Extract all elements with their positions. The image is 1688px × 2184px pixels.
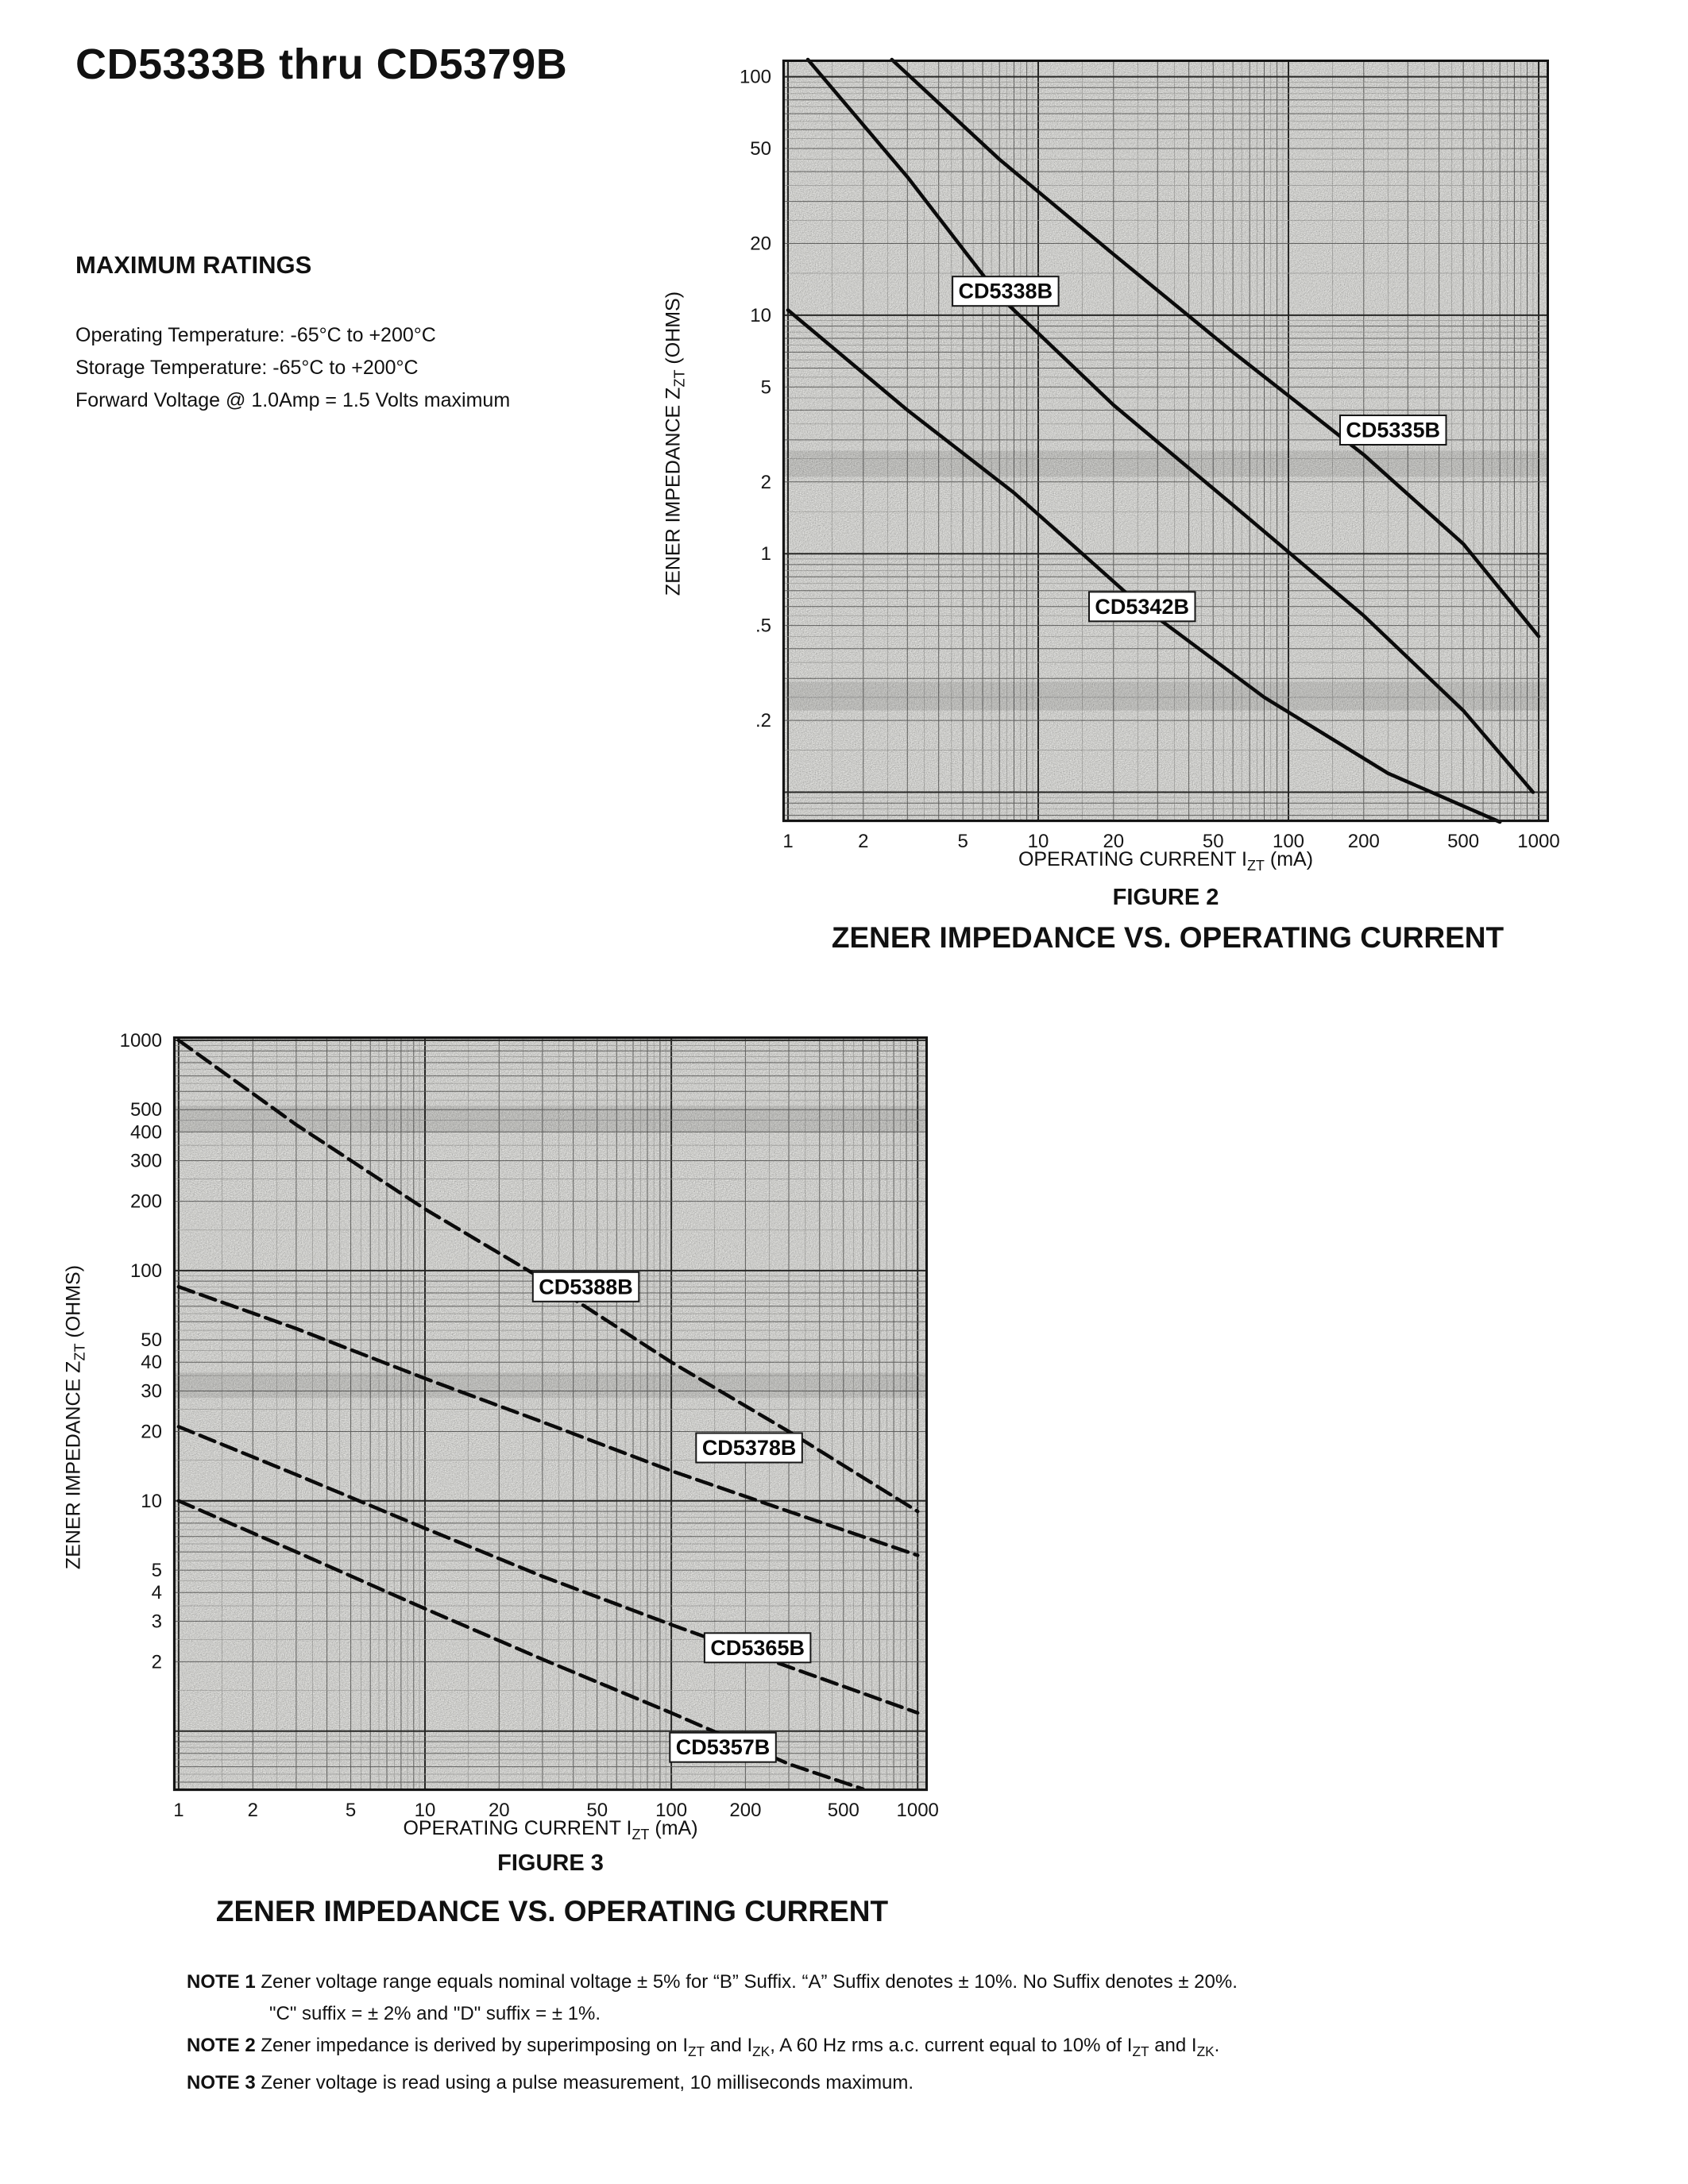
x-tick-label: 5	[958, 831, 968, 852]
curve-label-CD5388B: CD5388B	[531, 1271, 640, 1302]
x-tick-label: 20	[489, 1800, 510, 1821]
y-tick-label: 200	[130, 1191, 162, 1213]
figure2-title: ZENER IMPEDANCE VS. OPERATING CURRENT	[831, 921, 1505, 954]
operating-temperature-rating: Operating Temperature: -65°C to +200°C	[75, 324, 436, 346]
note-1-text: Zener voltage range equals nominal volta…	[261, 1971, 1238, 1993]
svg-text:CD5357B: CD5357B	[676, 1735, 771, 1759]
figure2-x-axis-label: OPERATING CURRENT IZT (mA)	[1018, 848, 1314, 874]
y-tick-label: 5	[761, 376, 771, 398]
y-tick-label: 500	[130, 1099, 162, 1121]
chart-svg-fig2: CD5338B CD5335B CD5342B 1 2 5 10 20 50 100 200 500 1…	[740, 57, 1560, 852]
y-tick-label: 4	[152, 1582, 162, 1603]
y-tick-label: .2	[755, 710, 771, 731]
x-tick-label: 10	[1028, 831, 1049, 852]
figure3-title: ZENER IMPEDANCE VS. OPERATING CURRENT	[215, 1895, 889, 1927]
curve-label-CD5335B: CD5335B	[1339, 415, 1447, 446]
y-tick-label: 1	[761, 543, 771, 565]
curve-CD5335B	[890, 57, 1541, 639]
page-title: CD5333B thru CD5379B	[75, 41, 568, 88]
x-tick-label: 100	[1273, 831, 1304, 852]
y-tick-label: 10	[141, 1491, 162, 1512]
figure3-caption: FIGURE 3	[497, 1850, 604, 1876]
figure2-caption: FIGURE 2	[1112, 885, 1219, 910]
x-tick-label: 200	[1348, 831, 1380, 852]
x-tick-label: 200	[729, 1800, 761, 1821]
curve-label-CD5365B: CD5365B	[703, 1632, 812, 1664]
note-2-label: NOTE 2	[187, 2035, 256, 2056]
figure3-y-axis-label: ZENER IMPEDANCE ZZT (OHMS)	[62, 1264, 88, 1570]
figure3-plot: CD5388B CD5378B CD5365B CD5357B 1 2 5 10 20 50 100…	[120, 1030, 939, 1821]
x-tick-label: 20	[1103, 831, 1124, 852]
curve-CD5338B	[805, 57, 1535, 794]
curve-label-CD5357B: CD5357B	[669, 1731, 777, 1763]
y-tick-label: 30	[141, 1381, 162, 1403]
figure2-y-axis-label: ZENER IMPEDANCE ZZT (OHMS)	[662, 291, 688, 596]
svg-text:CD5365B: CD5365B	[710, 1636, 805, 1660]
curve-label-CD5342B: CD5342B	[1088, 591, 1196, 623]
y-tick-label: 40	[141, 1352, 162, 1373]
y-tick-label: 300	[130, 1151, 162, 1172]
forward-voltage-rating: Forward Voltage @ 1.0Amp = 1.5 Volts max…	[75, 389, 511, 411]
note-2: NOTE 2 Zener impedance is derived by sup…	[187, 2032, 1577, 2066]
x-tick-label: 1000	[1517, 831, 1559, 852]
x-tick-label: 2	[858, 831, 868, 852]
x-tick-label: 100	[655, 1800, 687, 1821]
note-3-label: NOTE 3	[187, 2071, 256, 2093]
svg-text:CD5342B: CD5342B	[1095, 595, 1189, 619]
y-tick-label: 50	[141, 1329, 162, 1351]
y-tick-label: 10	[750, 305, 771, 326]
y-tick-label: 100	[740, 67, 771, 88]
y-tick-label: 20	[141, 1422, 162, 1443]
note-1: NOTE 1 Zener voltage range equals nomina…	[187, 1968, 1577, 1997]
y-tick-label: 50	[750, 138, 771, 160]
curve-CD5388B	[176, 1038, 920, 1514]
note-2-text: Zener impedance is derived by superimpos…	[261, 2035, 1220, 2059]
curve-label-CD5338B: CD5338B	[952, 276, 1060, 307]
svg-text:CD5338B: CD5338B	[959, 280, 1053, 303]
x-tick-label: 2	[248, 1800, 258, 1821]
note-1-label: NOTE 1	[187, 1971, 256, 1993]
svg-text:CD5388B: CD5388B	[539, 1275, 633, 1298]
figure3-x-axis-label: OPERATING CURRENT IZT (mA)	[403, 1817, 698, 1843]
curve-CD5365B	[176, 1425, 920, 1715]
y-tick-label: 3	[152, 1611, 162, 1632]
x-tick-label: 50	[1203, 831, 1224, 852]
chart-svg-fig3: CD5388B CD5378B CD5365B CD5357B 1 2 5 10 20 50 100…	[120, 1030, 939, 1821]
maximum-ratings-list: Operating Temperature: -65°C to +200°C S…	[75, 319, 510, 417]
x-tick-label: 5	[346, 1800, 356, 1821]
curve-CD5357B	[176, 1499, 865, 1791]
note-1-continued-text: "C" suffix = ± 2% and "D" suffix = ± 1%.	[269, 2003, 601, 2024]
figure2-plot: CD5338B CD5335B CD5342B 1 2 5 10 20 50 100 200 500 1…	[740, 57, 1560, 852]
curve-label-CD5378B: CD5378B	[695, 1432, 803, 1464]
note-3-text: Zener voltage is read using a pulse meas…	[261, 2071, 914, 2093]
scan-noise-overlay	[173, 1036, 928, 1791]
notes-section: NOTE 1 Zener voltage range equals nomina…	[187, 1968, 1577, 2101]
y-tick-label: 1000	[120, 1030, 162, 1051]
storage-temperature-rating: Storage Temperature: -65°C to +200°C	[75, 357, 419, 379]
curve-CD5378B	[176, 1285, 920, 1557]
x-tick-label: 1000	[897, 1800, 939, 1821]
y-tick-label: 20	[750, 233, 771, 255]
maximum-ratings-heading: MAXIMUM RATINGS	[75, 251, 312, 279]
y-tick-label: 2	[761, 472, 771, 493]
x-tick-label: 1	[173, 1800, 183, 1821]
note-3: NOTE 3 Zener voltage is read using a pul…	[187, 2069, 1577, 2097]
svg-text:CD5378B: CD5378B	[702, 1436, 797, 1460]
x-tick-label: 500	[828, 1800, 859, 1821]
plot-border	[173, 1036, 928, 1791]
svg-text:CD5335B: CD5335B	[1346, 419, 1440, 442]
y-tick-label: .5	[755, 615, 771, 637]
plot-border	[782, 60, 1549, 822]
y-tick-label: 100	[130, 1260, 162, 1282]
note-1-continued: "C" suffix = ± 2% and "D" suffix = ± 1%.	[187, 2000, 1577, 2028]
x-tick-label: 500	[1447, 831, 1479, 852]
x-tick-label: 1	[782, 831, 793, 852]
y-tick-label: 400	[130, 1121, 162, 1143]
x-tick-label: 10	[415, 1800, 436, 1821]
y-tick-label: 5	[152, 1560, 162, 1581]
y-tick-label: 2	[152, 1651, 162, 1673]
x-tick-label: 50	[586, 1800, 608, 1821]
